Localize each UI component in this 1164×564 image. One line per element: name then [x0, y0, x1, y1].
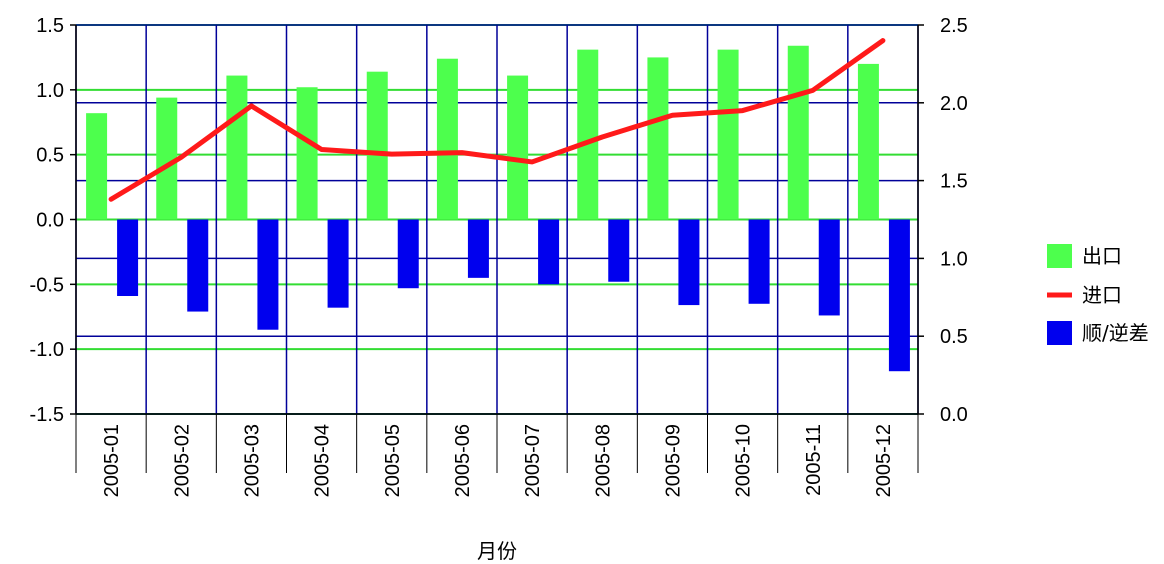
bar-export-2005-10 [717, 49, 739, 220]
x-axis-ticks: 2005-01 2005-02 2005-03 2005-04 2005-05 2005-… [101, 424, 895, 497]
left-tick-label-2: 0.5 [36, 145, 64, 167]
x-tick-label-2005-02: 2005-02 [171, 424, 193, 497]
bar-balance-2005-02 [187, 219, 209, 312]
bar-export-2005-08 [577, 49, 599, 220]
x-axis-label: 月份 [477, 539, 517, 563]
bar-export-2005-02 [156, 97, 178, 220]
bar-balance-2005-05 [397, 219, 419, 289]
x-tick-label-2005-06: 2005-06 [452, 424, 474, 497]
line-import [108, 38, 886, 202]
left-axis-ticks: 1.5 1.0 0.5 0.0 -0.5 -1.0 -1.5 [30, 15, 76, 426]
bar-balance-2005-07 [538, 219, 560, 285]
x-tick-label-2005-10: 2005-10 [733, 424, 755, 497]
bar-export-2005-11 [787, 45, 809, 220]
legend-swatch-2 [1047, 321, 1072, 345]
right-tick-label-2: 1.5 [940, 171, 968, 193]
x-tick-label-2005-09: 2005-09 [662, 424, 684, 497]
left-tick-label-1: 1.0 [36, 80, 64, 102]
bar-export-2005-05 [366, 71, 388, 220]
bar-export-2005-06 [436, 58, 458, 220]
left-tick-label-0: 1.5 [36, 15, 64, 37]
left-tick-label-5: -1.0 [30, 339, 64, 361]
right-axis-ticks: 2.5 2.0 1.5 1.0 0.5 0.0 [918, 15, 968, 426]
legend-label-2: 顺/逆差 [1082, 321, 1149, 345]
right-tick-label-4: 0.5 [940, 326, 968, 348]
x-tick-label-2005-03: 2005-03 [241, 424, 263, 497]
right-tick-label-3: 1.0 [940, 248, 968, 270]
bar-balance-2005-03 [257, 219, 279, 330]
right-tick-label-0: 2.5 [940, 15, 968, 37]
legend-label-0: 出口 [1082, 244, 1122, 268]
grid-lines [75, 24, 919, 473]
right-tick-label-5: 0.0 [940, 404, 968, 426]
x-tick-label-2005-04: 2005-04 [312, 424, 334, 497]
legend-swatch-0 [1047, 244, 1072, 268]
bar-balance-2005-04 [327, 219, 349, 308]
legend-label-1: 进口 [1082, 283, 1122, 307]
x-tick-label-2005-11: 2005-11 [803, 424, 825, 496]
bars-group [86, 45, 910, 372]
bar-export-2005-09 [647, 57, 669, 220]
bar-balance-2005-08 [608, 219, 630, 282]
bar-balance-2005-10 [748, 219, 770, 304]
bar-export-2005-01 [86, 113, 108, 220]
bar-export-2005-03 [226, 75, 248, 220]
bar-balance-2005-01 [117, 219, 139, 297]
bar-export-2005-07 [507, 75, 529, 220]
import-line-group [108, 38, 886, 202]
bar-export-2005-12 [857, 63, 879, 220]
bar-balance-2005-12 [888, 219, 910, 372]
x-tick-label-2005-05: 2005-05 [382, 424, 404, 497]
left-tick-label-3: 0.0 [36, 210, 64, 232]
bar-balance-2005-11 [818, 219, 840, 316]
left-tick-label-4: -0.5 [30, 274, 64, 296]
left-tick-label-6: -1.5 [30, 404, 64, 426]
x-tick-label-2005-12: 2005-12 [873, 424, 895, 497]
bar-balance-2005-09 [678, 219, 700, 306]
x-tick-label-2005-08: 2005-08 [592, 424, 614, 497]
x-tick-label-2005-07: 2005-07 [522, 424, 544, 497]
right-tick-label-1: 2.0 [940, 93, 968, 115]
bar-export-2005-04 [296, 87, 318, 220]
bar-balance-2005-06 [467, 219, 489, 278]
x-tick-label-2005-01: 2005-01 [101, 424, 123, 497]
